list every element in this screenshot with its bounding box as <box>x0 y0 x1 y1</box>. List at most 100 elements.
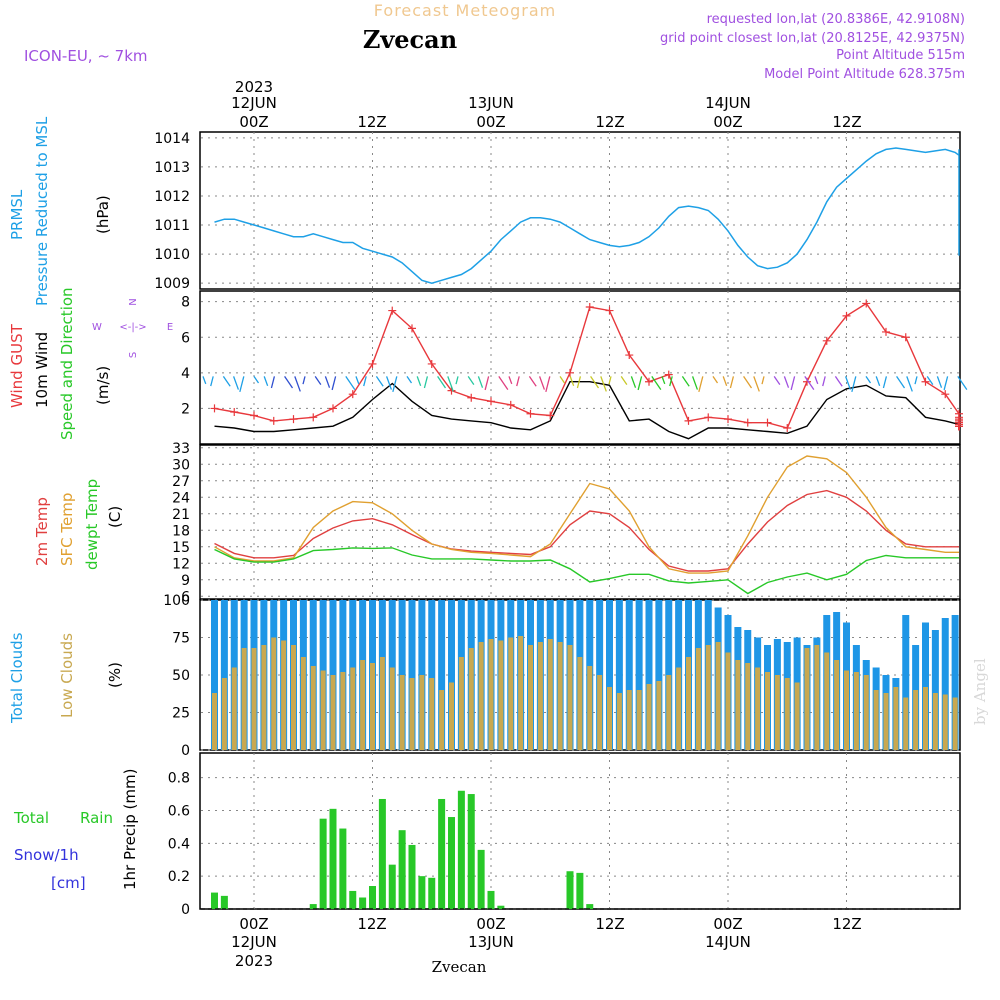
total-cloud-bar <box>941 618 949 750</box>
ytick-2-0: 6 <box>181 589 190 605</box>
wind-direction-arrow <box>484 376 490 391</box>
wind-direction-arrow <box>202 376 207 385</box>
ytick-0-0: 1009 <box>154 276 190 292</box>
low-cloud-bar <box>616 693 622 750</box>
wind-direction-arrow <box>284 376 294 389</box>
low-cloud-bar <box>853 672 859 750</box>
bottom-tick-0: 00Z <box>239 915 268 933</box>
wind-direction-arrow <box>222 376 231 387</box>
pressure-label-1: PRMSL <box>8 189 26 240</box>
wind-direction-arrow <box>324 376 331 388</box>
low-cloud-bar <box>824 652 830 750</box>
credit-watermark: by Angel <box>971 658 989 725</box>
ytick-2-4: 18 <box>172 523 190 539</box>
low-cloud-bar <box>774 675 780 750</box>
low-cloud-bar <box>528 645 533 750</box>
bottom-tick-3: 12Z <box>595 915 624 933</box>
temp-2m-line <box>214 489 959 572</box>
ytick-4-4: 0.8 <box>168 771 190 787</box>
precip-bar <box>576 872 584 909</box>
precip-bar <box>339 828 347 909</box>
ytick-2-8: 30 <box>172 457 190 473</box>
low-cloud-bar <box>360 660 366 750</box>
ytick-3-0: 0 <box>181 743 190 759</box>
bottom-date-1: 13JUN <box>468 933 514 951</box>
wind-direction-arrow <box>943 376 949 391</box>
gust-marker <box>289 415 298 424</box>
precip-bar <box>428 877 436 909</box>
low-cloud-bar <box>350 667 356 750</box>
wind-direction-arrow <box>630 376 637 388</box>
bottom-tick-5: 12Z <box>832 915 861 933</box>
wind-direction-arrow <box>608 376 612 385</box>
wind-compass: N W <-|-> E S <box>92 298 173 358</box>
wind-direction-arrow <box>834 376 843 387</box>
ytick-3-1: 25 <box>172 706 190 722</box>
wind-direction-arrow <box>926 376 934 386</box>
total-cloud-bar <box>931 630 939 750</box>
low-cloud-bar <box>478 642 484 750</box>
low-cloud-bar <box>607 687 612 750</box>
wind-direction-arrow <box>936 376 943 388</box>
gust-marker <box>585 303 594 312</box>
gust-marker <box>743 418 752 427</box>
wind-direction-arrow <box>875 376 881 387</box>
gust-marker <box>822 336 831 345</box>
ytick-1-2: 6 <box>181 330 190 346</box>
precip-bar <box>477 849 485 909</box>
cloud-series <box>211 600 959 750</box>
low-cloud-bar <box>656 681 662 750</box>
wind-direction-arrow <box>661 376 666 385</box>
temp-panel <box>199 444 961 600</box>
low-cloud-bar <box>300 657 306 750</box>
ytick-4-1: 0.2 <box>168 869 190 885</box>
temp-sfc-label: SFC Temp <box>58 493 76 566</box>
wind-speed-dir-label: Speed and Direction <box>58 287 76 440</box>
low-cloud-bar <box>370 663 375 750</box>
wind-direction-arrow <box>651 376 662 390</box>
low-clouds-label: Low Clouds <box>58 633 76 718</box>
ytick-2-6: 24 <box>172 490 190 506</box>
wind-direction-arrow <box>239 376 245 393</box>
ytick-2-7: 27 <box>172 474 190 490</box>
low-cloud-bar <box>537 642 543 750</box>
compass-east: E <box>167 322 173 333</box>
low-cloud-bar <box>429 678 435 750</box>
wind-direction-arrow <box>559 376 566 384</box>
precip-bar <box>398 830 406 909</box>
y-tick-labels: 1009101010111012101310142468691215182124… <box>154 131 190 918</box>
total-cloud-bar <box>951 615 959 750</box>
gust-marker <box>348 390 357 399</box>
low-cloud-bar <box>923 687 928 750</box>
low-cloud-bar <box>547 639 553 750</box>
wind-direction-arrow <box>331 376 337 391</box>
ytick-1-3: 8 <box>181 295 190 311</box>
low-cloud-bar <box>557 642 563 750</box>
gust-marker <box>921 377 930 386</box>
point-altitude: Point Altitude 515m <box>836 48 965 63</box>
low-cloud-bar <box>409 678 415 750</box>
gust-marker <box>368 359 377 368</box>
wind-direction-arrow <box>712 376 719 384</box>
low-cloud-bar <box>508 637 514 750</box>
wind-direction-arrow <box>743 376 753 389</box>
low-cloud-bar <box>389 667 395 750</box>
wind-direction-arrow <box>423 376 429 389</box>
low-cloud-bar <box>577 657 583 750</box>
wind-direction-arrow <box>528 376 537 387</box>
low-cloud-bar <box>725 652 731 750</box>
precip-bar <box>211 892 218 909</box>
gust-marker <box>487 397 495 406</box>
ytick-0-1: 1010 <box>154 247 190 263</box>
total-cloud-bar <box>448 600 455 750</box>
low-cloud-bar <box>863 675 869 750</box>
low-cloud-bar <box>419 675 425 750</box>
top-date-0: 12JUN <box>231 94 277 112</box>
gust-marker <box>645 377 653 386</box>
low-cloud-bar <box>241 648 247 750</box>
wind-direction-arrow <box>753 376 760 392</box>
precip-bar <box>369 886 376 909</box>
low-cloud-bar <box>636 690 642 750</box>
low-cloud-bar <box>735 660 741 750</box>
